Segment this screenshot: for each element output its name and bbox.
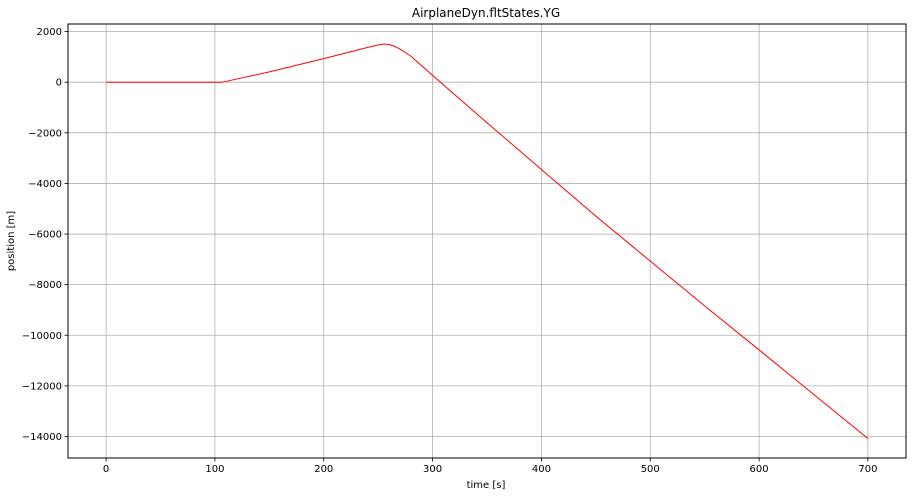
grid [68, 24, 906, 458]
plot-frame [67, 23, 907, 459]
chart-title: AirplaneDyn.fltStates.YG [412, 6, 560, 20]
y-tick-label: −12000 [22, 381, 62, 392]
series-layer [106, 43, 869, 439]
series-line [106, 43, 869, 439]
y-tick-label: 0 [56, 78, 62, 89]
y-tick-label: −8000 [28, 280, 62, 291]
y-tick-label: 2000 [37, 27, 62, 38]
ticks: 0 100 200 300 400 500 600 700 2000 0 −2000 −4000 −60… [22, 27, 878, 475]
y-tick-label: −6000 [28, 230, 62, 241]
y-tick-label: −10000 [22, 331, 62, 342]
y-tick-label: −14000 [22, 432, 62, 443]
y-axis-label: position [m] [6, 211, 17, 271]
x-tick-label: 400 [532, 464, 551, 475]
x-tick-label: 100 [205, 464, 224, 475]
x-tick-label: 300 [423, 464, 442, 475]
x-tick-label: 700 [858, 464, 877, 475]
x-axis-label: time [s] [467, 480, 506, 491]
x-tick-label: 200 [314, 464, 333, 475]
y-tick-label: −4000 [28, 179, 62, 190]
x-tick-label: 600 [750, 464, 769, 475]
y-tick-label: −2000 [28, 128, 62, 139]
x-tick-label: 500 [641, 464, 660, 475]
x-tick-label: 0 [103, 464, 109, 475]
